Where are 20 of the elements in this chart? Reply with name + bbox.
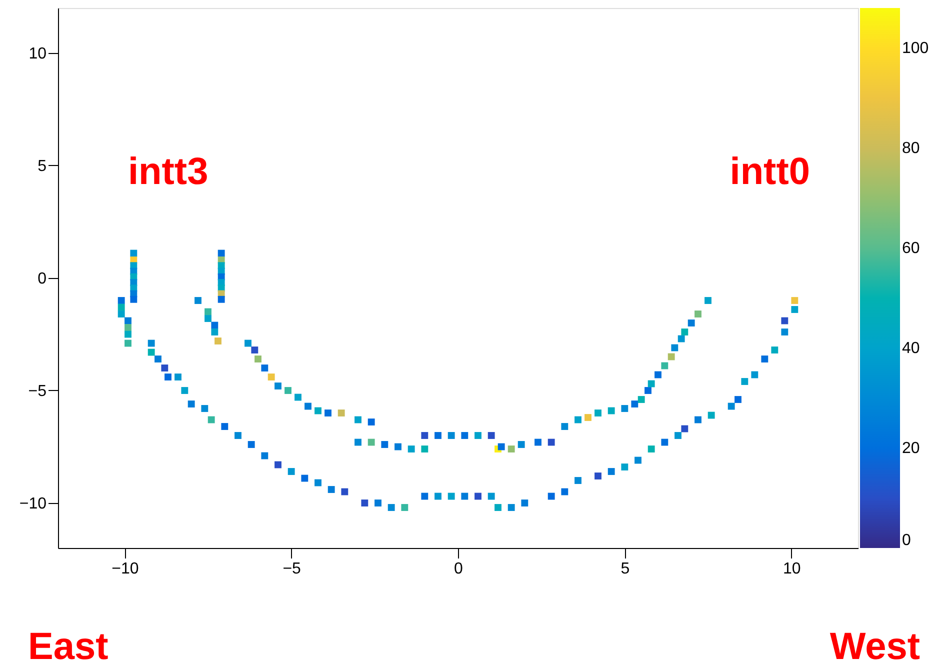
color-bar-label: 0 — [902, 532, 911, 549]
color-bar-label: 60 — [902, 240, 920, 257]
x-tick-label: 5 — [620, 560, 630, 578]
text: West — [830, 626, 920, 668]
x-tick-label: 0 — [454, 560, 464, 578]
y-tick-label: −5 — [28, 383, 47, 400]
color-bar-label: 40 — [902, 340, 920, 357]
x-tick-label: −5 — [282, 560, 302, 578]
annotation: intt3 — [128, 151, 208, 193]
x-tick-label: 10 — [782, 560, 801, 578]
color-bar-label: 80 — [902, 140, 920, 157]
annotation: intt0 — [730, 151, 810, 193]
color-bar-label: 100 — [902, 40, 929, 57]
text: East — [28, 626, 109, 668]
x-tick-label: −10 — [112, 560, 139, 578]
y-tick-label: 0 — [38, 270, 47, 288]
y-tick-label: 5 — [38, 158, 47, 175]
y-tick-label: 10 — [28, 46, 47, 62]
color-bar-label: 20 — [902, 440, 920, 457]
y-tick-label: −10 — [19, 496, 47, 512]
